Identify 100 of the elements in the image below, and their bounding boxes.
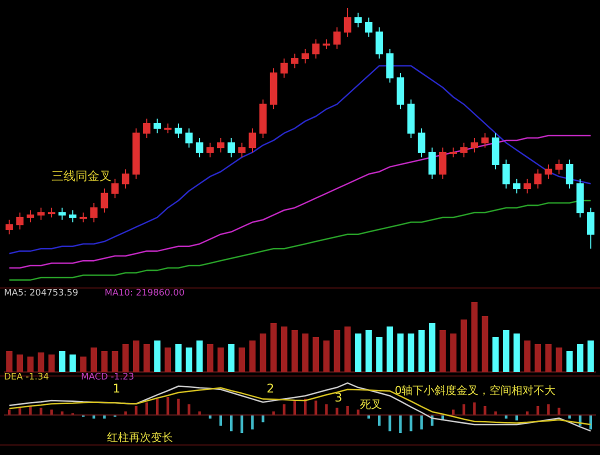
bar <box>547 404 550 415</box>
bar <box>156 398 159 415</box>
bar <box>260 334 266 372</box>
bar <box>196 340 203 372</box>
candlestick <box>302 48 309 64</box>
bar <box>292 330 298 372</box>
annotation: 死叉 <box>360 398 382 412</box>
annotation: 三线同金叉 <box>51 168 112 183</box>
bar <box>502 330 510 372</box>
bar <box>249 340 256 372</box>
candlestick <box>58 207 66 220</box>
bar <box>408 334 414 372</box>
bar <box>282 404 286 415</box>
candlestick <box>143 118 150 138</box>
bar <box>228 344 234 372</box>
bar <box>280 326 288 372</box>
candlestick <box>418 128 426 158</box>
bar <box>144 344 150 372</box>
bar <box>534 344 542 372</box>
bar <box>175 344 182 372</box>
bar <box>354 334 362 372</box>
bar <box>471 302 478 372</box>
candlestick <box>428 147 436 180</box>
annotation: 2 <box>266 381 274 396</box>
bar <box>545 344 552 372</box>
bar <box>312 337 320 372</box>
bar <box>58 351 66 372</box>
candlestick <box>164 123 172 134</box>
bar <box>410 415 412 432</box>
bar <box>218 348 224 372</box>
bar <box>251 415 254 430</box>
bar <box>376 337 382 372</box>
candlestick <box>238 142 246 158</box>
candlestick <box>470 137 478 153</box>
candlestick <box>280 58 288 78</box>
bar <box>378 415 381 426</box>
bar <box>428 323 436 372</box>
candlestick <box>376 26 383 60</box>
bar <box>80 356 86 372</box>
candlestick <box>100 188 108 214</box>
bar <box>145 402 148 415</box>
candlestick <box>534 168 542 190</box>
bar <box>460 320 468 372</box>
bar <box>48 354 55 372</box>
bar <box>492 337 499 372</box>
bar <box>462 404 466 415</box>
bar <box>556 348 562 372</box>
candlestick <box>228 137 235 158</box>
candlestick <box>481 132 489 148</box>
bar <box>238 348 246 372</box>
bar <box>219 415 222 426</box>
bar <box>6 351 12 372</box>
candlestick <box>566 159 574 190</box>
candlestick <box>37 207 45 220</box>
candlestick <box>16 212 24 230</box>
candlestick <box>196 137 204 158</box>
candlestick <box>460 142 468 158</box>
annotation: 0轴下小斜度金叉，空间相对不大 <box>394 384 556 397</box>
bar <box>558 408 560 415</box>
bar <box>397 334 404 372</box>
bar <box>27 356 34 372</box>
candlestick <box>48 207 56 218</box>
candlestick <box>450 147 457 158</box>
candlestick <box>587 207 594 250</box>
candlestick <box>174 123 182 138</box>
bar <box>473 402 476 415</box>
candlestick <box>26 210 34 223</box>
bar <box>482 316 488 372</box>
candlestick <box>544 164 552 180</box>
bar <box>514 334 520 372</box>
bar <box>566 351 573 372</box>
candlestick <box>291 53 298 69</box>
bar <box>166 397 170 415</box>
bar <box>16 354 24 372</box>
text: MA5: 204753.59 <box>4 288 78 298</box>
bar <box>336 408 338 415</box>
candlestick <box>69 210 76 223</box>
candlestick <box>206 142 214 158</box>
annotation: 1 <box>112 381 120 396</box>
bar <box>386 326 394 372</box>
candlestick <box>111 178 119 199</box>
candlestick <box>439 147 446 180</box>
candlestick <box>122 168 130 190</box>
candlestick <box>90 202 98 223</box>
candlestick <box>524 178 531 194</box>
bar <box>399 415 402 433</box>
bar <box>154 340 160 372</box>
candlestick <box>333 26 341 50</box>
bar <box>388 415 392 432</box>
bar <box>450 334 456 372</box>
bar <box>188 404 190 415</box>
candlestick <box>344 8 352 38</box>
candlestick <box>502 159 510 190</box>
bar <box>40 408 42 415</box>
bar <box>186 348 192 372</box>
annotation: 红柱再次变长 <box>107 431 174 444</box>
text: MACD -1.23 <box>80 372 134 382</box>
bar <box>112 351 118 372</box>
candlestick <box>513 178 520 194</box>
bar <box>588 340 594 372</box>
